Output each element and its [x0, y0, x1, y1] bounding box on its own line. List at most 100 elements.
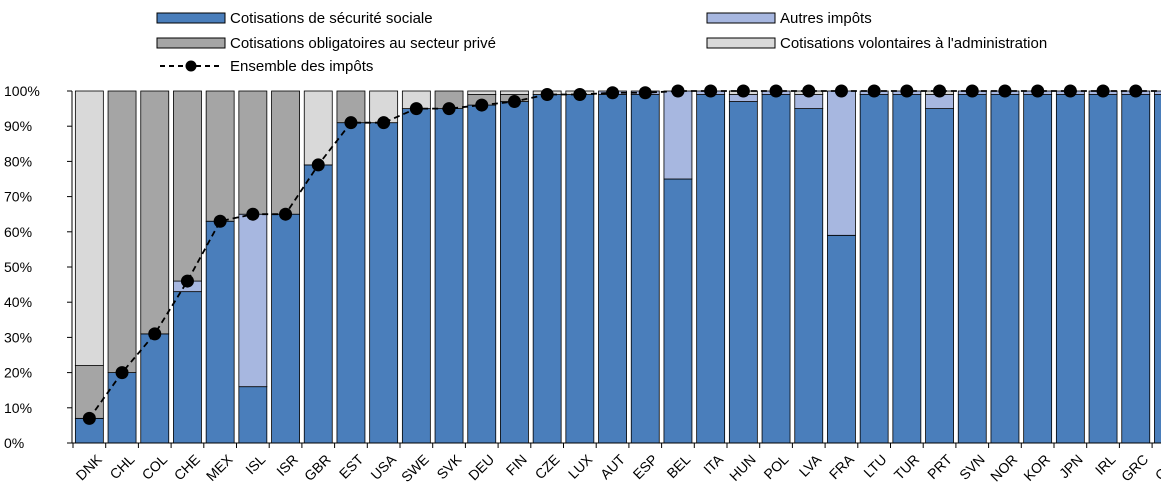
x-tick-label: USA	[367, 451, 399, 483]
y-tick-label: 40%	[4, 294, 32, 310]
y-tick-label: 10%	[4, 400, 32, 416]
x-tick-label: KOR	[1020, 451, 1053, 484]
bar-segment	[74, 365, 104, 419]
x-tick-label: HUN	[726, 451, 759, 484]
legend-label: Cotisations obligatoires au secteur priv…	[230, 35, 496, 52]
total-line-point	[900, 84, 914, 98]
y-tick-label: 100%	[4, 83, 40, 99]
total-line-point	[802, 84, 816, 98]
bar-segment	[663, 178, 693, 444]
bar-segment	[205, 90, 235, 222]
total-line-point	[442, 102, 456, 116]
bar-segment	[140, 333, 170, 444]
y-tick-label: 70%	[4, 189, 32, 205]
bar-segment	[1055, 94, 1085, 444]
x-tick-label: CZE	[532, 451, 563, 482]
bar-segment	[892, 94, 922, 444]
total-line-point	[180, 274, 194, 288]
total-line-point	[115, 366, 129, 380]
bar-segment	[794, 108, 824, 444]
x-tick-label: POL	[760, 451, 791, 482]
bar-segment	[74, 90, 104, 366]
x-tick-label: CHL	[106, 451, 137, 482]
bar-segment	[173, 90, 202, 282]
legend-label: Autres impôts	[780, 10, 872, 27]
x-tick-label: BEL	[663, 451, 693, 481]
x-tick-label: COL	[139, 451, 171, 483]
x-tick-label: EST	[336, 451, 367, 482]
x-tick-label: LTU	[860, 451, 889, 480]
total-line-point	[638, 86, 652, 100]
bar-segment	[238, 90, 268, 215]
x-tick-label: GRC	[1118, 451, 1151, 484]
legend-label: Ensemble des impôts	[230, 58, 373, 75]
y-axis: 0% 10% 20% 30% 40% 50% 60% 70% 80% 90% 100%	[4, 83, 73, 451]
x-tick-label: IRL	[1092, 451, 1119, 478]
x-tick-label: ITA	[700, 451, 726, 477]
y-tick-label: 30%	[4, 329, 32, 345]
total-line-point	[606, 86, 620, 100]
total-line-point	[1129, 84, 1143, 98]
bar-segment	[369, 122, 399, 444]
bar-segment	[1088, 94, 1118, 444]
legend-swatch	[156, 12, 226, 24]
x-tick-label: AUT	[597, 451, 628, 482]
bar-segment	[238, 386, 268, 444]
total-line-point	[344, 116, 358, 130]
legend-marker	[185, 60, 197, 72]
bar-segment	[565, 94, 595, 444]
total-line-point	[736, 84, 750, 98]
bar-segment	[336, 122, 366, 444]
bar-segment	[107, 90, 137, 374]
legend: Cotisations de sécurité sociale Autres im…	[156, 10, 1047, 75]
total-line-point	[475, 98, 489, 112]
bar-segment	[827, 234, 856, 444]
bar-segment	[630, 94, 660, 444]
total-line-point	[311, 158, 325, 172]
bar-segment	[467, 104, 497, 444]
total-line-point	[671, 84, 685, 98]
bar-segment	[500, 90, 529, 95]
bar-segment	[925, 108, 954, 444]
total-line-point	[279, 207, 293, 221]
x-tick-label: FIN	[503, 451, 530, 478]
y-tick-label: 80%	[4, 153, 32, 169]
bar-segment	[761, 94, 791, 444]
x-tick-label: DNK	[73, 451, 106, 484]
bar-segment	[303, 164, 333, 444]
total-line-point	[965, 84, 979, 98]
x-tick-label: ESP	[630, 451, 661, 482]
bar-segment	[107, 372, 137, 444]
x-tick-label: JPN	[1056, 451, 1086, 481]
bar-segment	[532, 94, 562, 444]
y-tick-label: 90%	[4, 118, 32, 134]
x-tick-label: PRT	[924, 451, 955, 482]
x-tick-label: CHE	[171, 451, 203, 483]
total-line-point	[377, 116, 391, 130]
bar-segment	[173, 291, 202, 444]
total-line	[82, 84, 1161, 425]
x-tick-label: LUX	[565, 451, 596, 482]
bar-segment	[205, 220, 235, 444]
bar-segment	[238, 213, 268, 388]
total-line-point	[834, 84, 848, 98]
bar-segment	[271, 90, 300, 215]
x-tick-label: NOR	[987, 451, 1020, 484]
legend-swatch	[706, 12, 776, 24]
y-tick-label: 50%	[4, 259, 32, 275]
total-line-point	[82, 411, 96, 425]
bar-segment	[303, 90, 333, 166]
y-tick-label: 20%	[4, 365, 32, 381]
legend-label: Cotisations de sécurité sociale	[230, 10, 433, 27]
total-line-point	[1096, 84, 1110, 98]
x-tick-label: LVA	[796, 451, 825, 480]
total-line-point	[409, 102, 423, 116]
bar-segment	[663, 90, 693, 180]
bar-segment	[859, 94, 889, 444]
bar-segment	[467, 90, 497, 95]
x-tick-label: SVN	[956, 451, 988, 483]
total-line-point	[704, 84, 718, 98]
total-line-point	[507, 95, 521, 109]
